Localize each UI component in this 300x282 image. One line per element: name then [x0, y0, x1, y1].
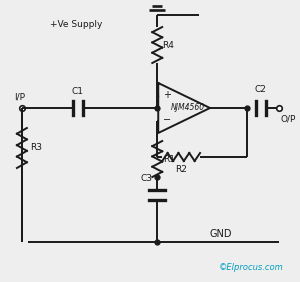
Text: C2: C2 [255, 85, 267, 94]
Text: −: − [163, 116, 171, 125]
Text: ©Elprocus.com: ©Elprocus.com [219, 263, 284, 272]
Text: R4: R4 [162, 41, 174, 50]
Text: NJM4560: NJM4560 [171, 103, 205, 113]
Text: R3: R3 [30, 144, 42, 153]
Text: O/P: O/P [281, 114, 296, 123]
Text: I/P: I/P [14, 93, 26, 102]
Text: GND: GND [209, 229, 232, 239]
Text: R1: R1 [163, 155, 175, 164]
Text: R2: R2 [175, 165, 187, 174]
Text: +: + [163, 91, 171, 100]
Text: +Ve Supply: +Ve Supply [50, 20, 102, 29]
Text: C3: C3 [140, 174, 152, 183]
Text: C1: C1 [72, 87, 84, 96]
